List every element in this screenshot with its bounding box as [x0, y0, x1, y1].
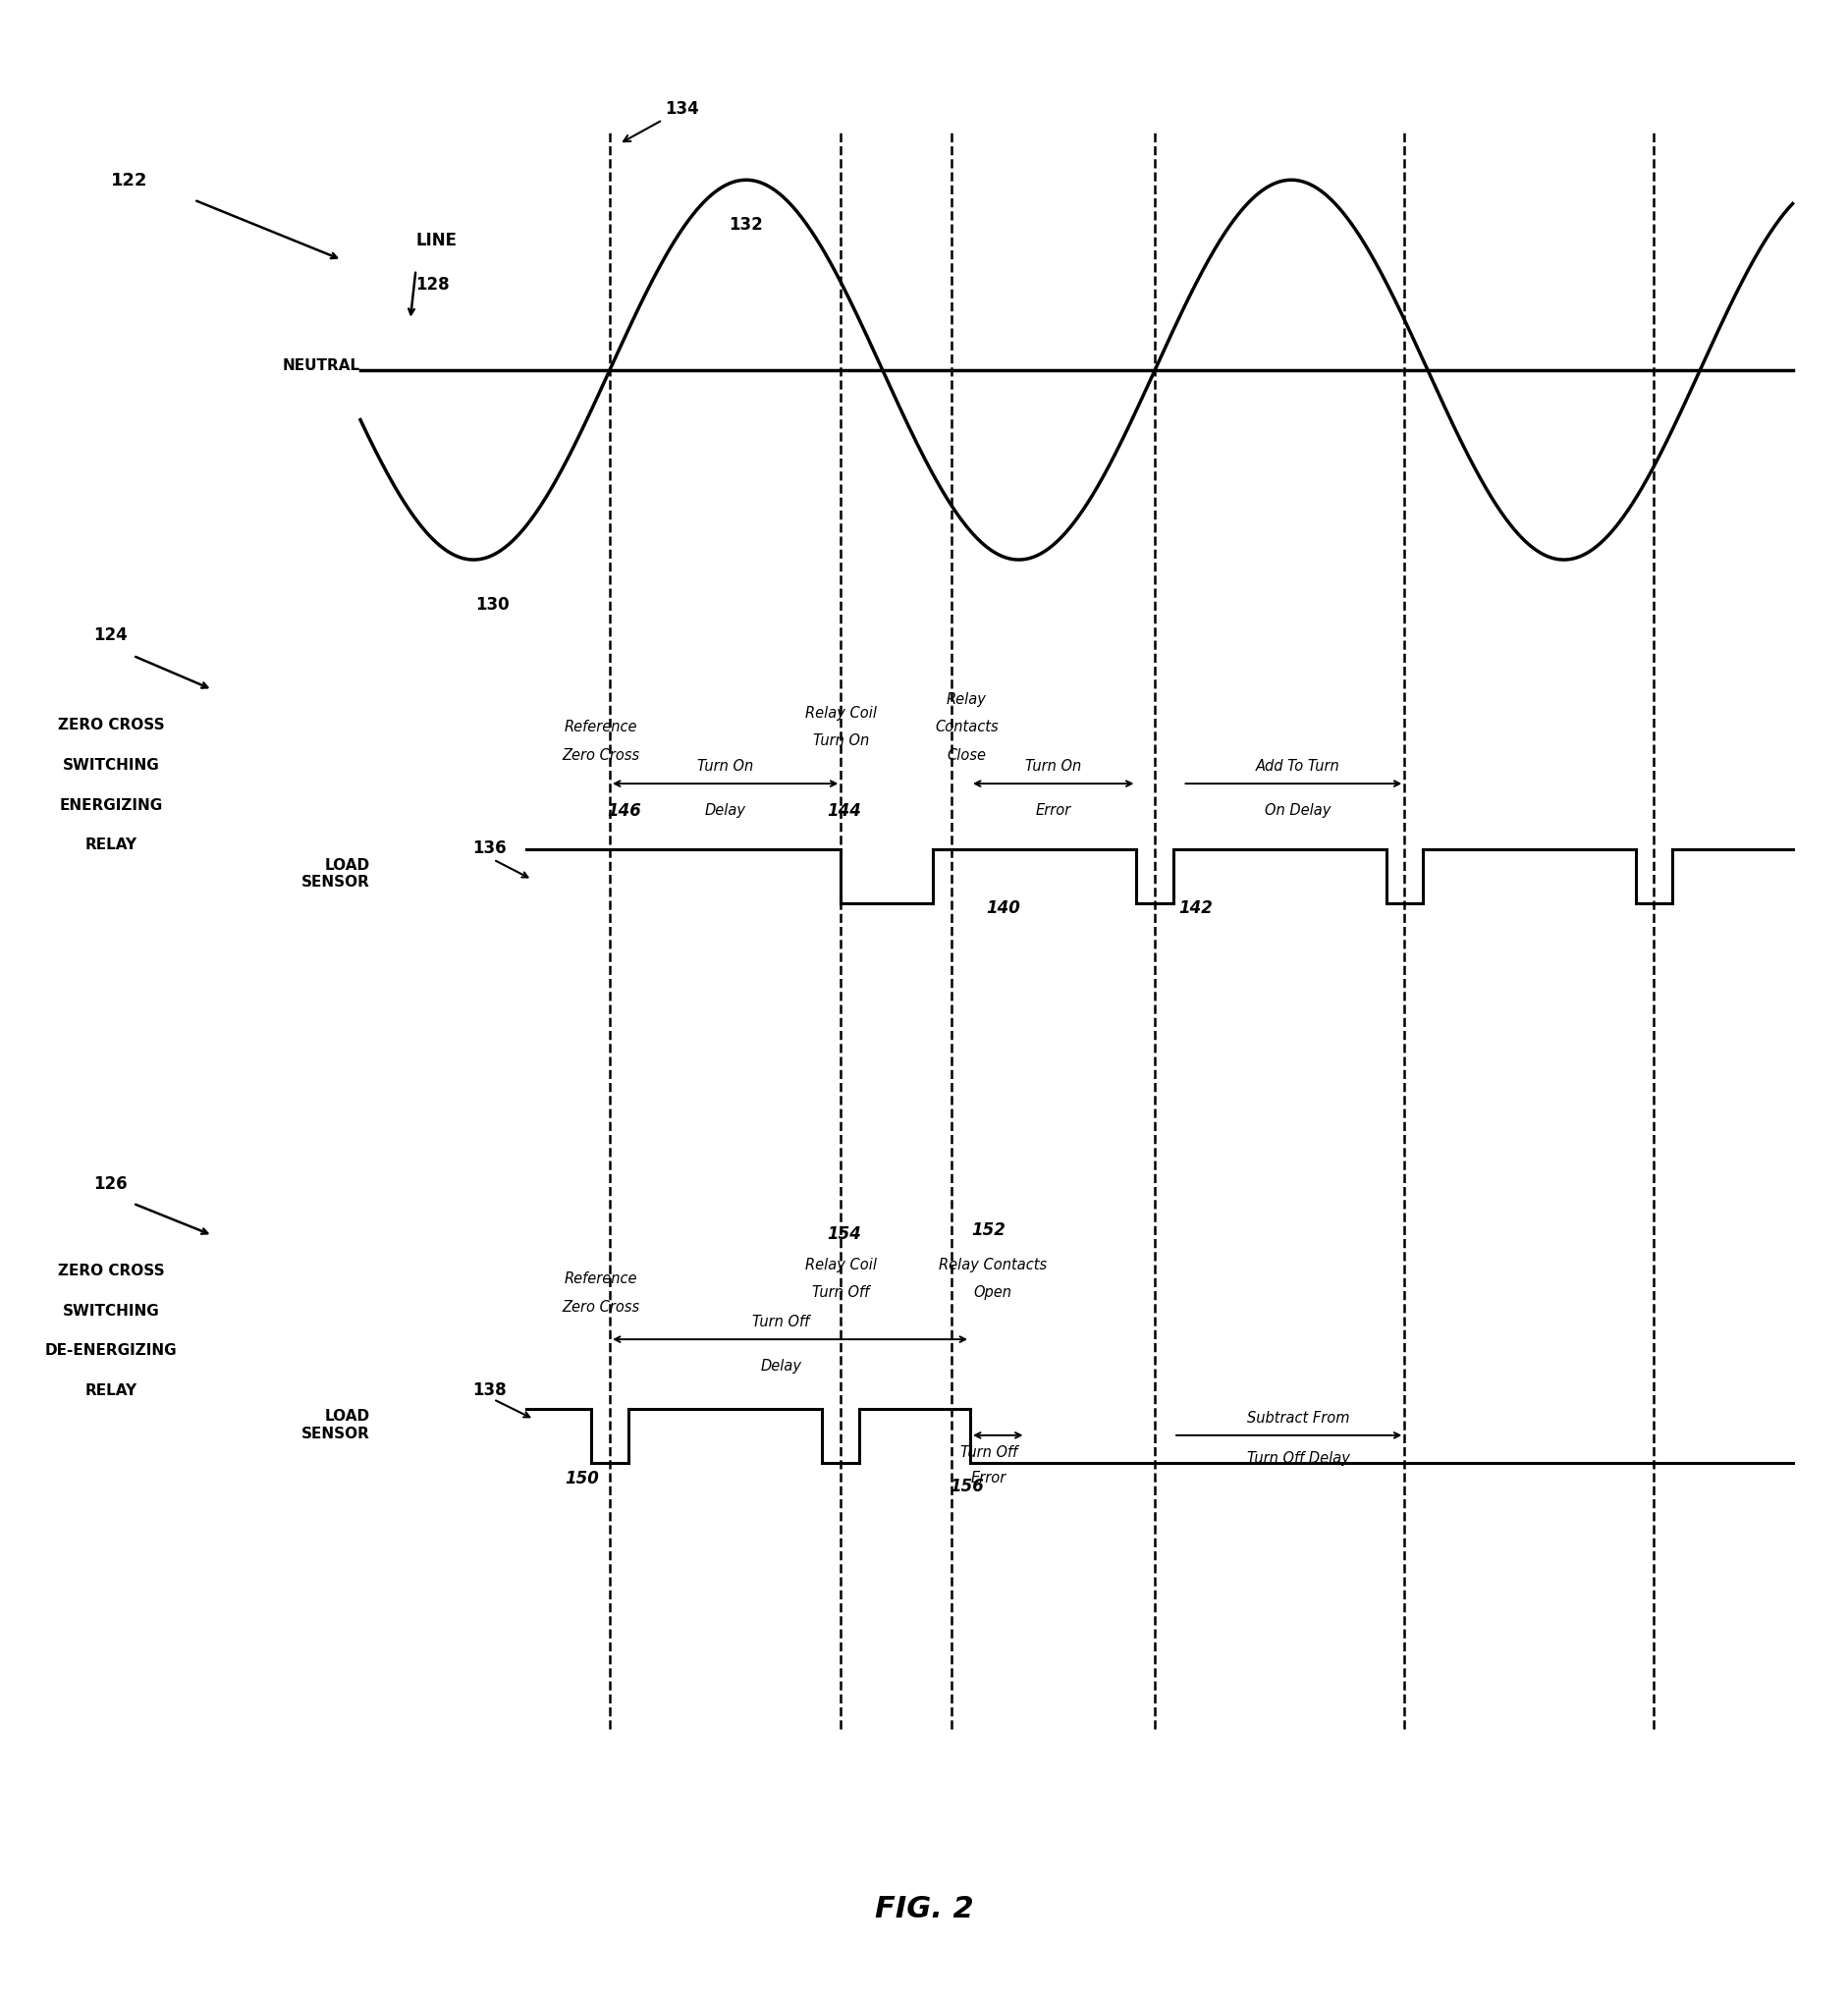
Text: Turn On: Turn On	[813, 734, 869, 748]
Text: LOAD
SENSOR: LOAD SENSOR	[301, 1409, 370, 1441]
Text: ZERO CROSS: ZERO CROSS	[57, 718, 164, 732]
Text: 154: 154	[828, 1225, 861, 1243]
Text: Turn Off: Turn Off	[813, 1285, 869, 1299]
Text: ENERGIZING: ENERGIZING	[59, 798, 163, 812]
Text: 150: 150	[565, 1469, 599, 1487]
Text: SWITCHING: SWITCHING	[63, 758, 159, 772]
Text: Zero Cross: Zero Cross	[562, 748, 639, 762]
Text: 134: 134	[623, 100, 699, 142]
Text: Reference: Reference	[564, 1271, 638, 1285]
Text: Relay Contacts: Relay Contacts	[939, 1257, 1046, 1271]
Text: 144: 144	[828, 802, 861, 820]
Text: 124: 124	[94, 626, 128, 644]
Text: Turn On: Turn On	[1026, 760, 1081, 774]
Text: DE-ENERGIZING: DE-ENERGIZING	[44, 1343, 177, 1357]
Text: Relay Coil: Relay Coil	[806, 1257, 876, 1271]
Text: 122: 122	[111, 172, 148, 190]
Text: 138: 138	[473, 1381, 506, 1399]
Text: 146: 146	[608, 802, 641, 820]
Text: Open: Open	[974, 1285, 1011, 1299]
Text: SWITCHING: SWITCHING	[63, 1303, 159, 1317]
Text: FIG. 2: FIG. 2	[874, 1895, 974, 1923]
Text: Delay: Delay	[760, 1359, 802, 1373]
Text: NEUTRAL: NEUTRAL	[283, 358, 360, 374]
Text: Relay Coil: Relay Coil	[806, 706, 876, 720]
Text: Close: Close	[946, 748, 987, 762]
Text: LOAD
SENSOR: LOAD SENSOR	[301, 858, 370, 890]
Text: Turn Off Delay: Turn Off Delay	[1247, 1451, 1349, 1465]
Text: Subtract From: Subtract From	[1247, 1411, 1349, 1425]
Text: Contacts: Contacts	[935, 720, 998, 734]
Text: 132: 132	[730, 216, 763, 234]
Text: 136: 136	[473, 840, 506, 858]
Text: Add To Turn: Add To Turn	[1257, 760, 1340, 774]
Text: Turn Off: Turn Off	[961, 1445, 1016, 1459]
Text: 140: 140	[987, 900, 1020, 918]
Text: 152: 152	[972, 1221, 1005, 1239]
Text: 126: 126	[94, 1175, 128, 1193]
Text: 142: 142	[1179, 900, 1212, 918]
Text: Turn Off: Turn Off	[752, 1315, 809, 1329]
Text: Error: Error	[1035, 804, 1072, 818]
Text: RELAY: RELAY	[85, 838, 137, 852]
Text: Error: Error	[970, 1471, 1007, 1485]
Text: LINE: LINE	[416, 232, 456, 250]
Text: 156: 156	[950, 1477, 983, 1495]
Text: ZERO CROSS: ZERO CROSS	[57, 1263, 164, 1277]
Text: Delay: Delay	[704, 804, 747, 818]
Text: Reference: Reference	[564, 720, 638, 734]
Text: 130: 130	[475, 596, 508, 614]
Text: 128: 128	[416, 276, 449, 294]
Text: RELAY: RELAY	[85, 1383, 137, 1397]
Text: Relay: Relay	[946, 692, 987, 706]
Text: Turn On: Turn On	[697, 760, 754, 774]
Text: On Delay: On Delay	[1266, 804, 1331, 818]
Text: Zero Cross: Zero Cross	[562, 1299, 639, 1313]
